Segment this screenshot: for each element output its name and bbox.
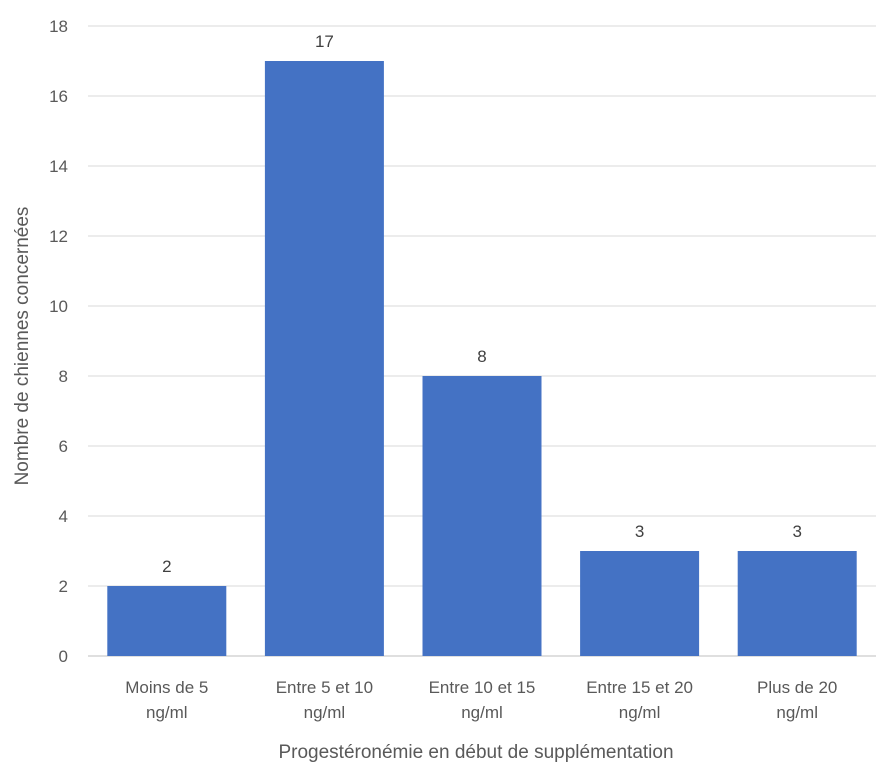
y-tick-label: 4 bbox=[59, 507, 68, 526]
y-tick-label: 16 bbox=[49, 87, 68, 106]
x-category-label-line: Entre 5 et 10 bbox=[276, 678, 373, 697]
y-tick-label: 14 bbox=[49, 157, 68, 176]
y-tick-label: 18 bbox=[49, 17, 68, 36]
y-tick-label: 8 bbox=[59, 367, 68, 386]
bar bbox=[422, 376, 542, 656]
data-label: 8 bbox=[477, 347, 486, 366]
x-category-label-line: ng/ml bbox=[146, 703, 188, 722]
data-labels: 2 17 8 3 3 bbox=[162, 32, 802, 576]
x-category-label-line: ng/ml bbox=[304, 703, 346, 722]
x-category-label-line: ng/ml bbox=[619, 703, 661, 722]
x-category-label-line: Plus de 20 bbox=[757, 678, 837, 697]
y-axis-ticks: 0 2 4 6 8 10 12 14 16 18 bbox=[49, 17, 68, 666]
data-label: 3 bbox=[635, 522, 644, 541]
y-tick-label: 0 bbox=[59, 647, 68, 666]
x-category-label: Moins de 5 ng/ml bbox=[125, 678, 208, 722]
y-tick-label: 2 bbox=[59, 577, 68, 596]
x-category-label-line: Entre 10 et 15 bbox=[429, 678, 536, 697]
data-label: 2 bbox=[162, 557, 171, 576]
x-category-label-line: ng/ml bbox=[776, 703, 818, 722]
x-category-label-line: Entre 15 et 20 bbox=[586, 678, 693, 697]
y-tick-label: 10 bbox=[49, 297, 68, 316]
y-axis-title: Nombre de chiennes concernées bbox=[12, 207, 33, 486]
x-category-label: Entre 15 et 20 ng/ml bbox=[586, 678, 693, 722]
y-tick-label: 12 bbox=[49, 227, 68, 246]
x-category-label-line: ng/ml bbox=[461, 703, 503, 722]
data-label: 17 bbox=[315, 32, 334, 51]
x-axis-title: Progestéronémie en début de supplémentat… bbox=[278, 742, 673, 763]
bar bbox=[264, 61, 384, 656]
data-label: 3 bbox=[792, 522, 801, 541]
x-category-label: Entre 5 et 10 ng/ml bbox=[276, 678, 373, 722]
bar bbox=[107, 586, 227, 656]
bar bbox=[580, 551, 700, 656]
bar bbox=[737, 551, 857, 656]
x-category-label-line: Moins de 5 bbox=[125, 678, 208, 697]
bars bbox=[107, 61, 857, 656]
x-category-label: Entre 10 et 15 ng/ml bbox=[429, 678, 536, 722]
x-category-label: Plus de 20 ng/ml bbox=[757, 678, 837, 722]
y-tick-label: 6 bbox=[59, 437, 68, 456]
